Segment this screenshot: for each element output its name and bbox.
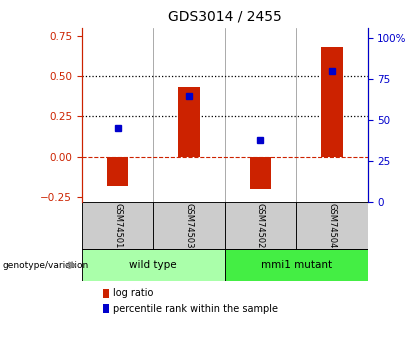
- Text: GSM74501: GSM74501: [113, 203, 122, 248]
- Bar: [321, 47, 343, 157]
- Bar: [296, 202, 368, 249]
- Text: GSM74503: GSM74503: [184, 203, 194, 248]
- Text: mmi1 mutant: mmi1 mutant: [260, 260, 332, 270]
- Title: GDS3014 / 2455: GDS3014 / 2455: [168, 10, 281, 24]
- Bar: [225, 202, 296, 249]
- Text: wild type: wild type: [129, 260, 177, 270]
- Bar: [103, 289, 109, 297]
- Bar: [82, 202, 153, 249]
- Bar: [107, 157, 129, 186]
- Text: percentile rank within the sample: percentile rank within the sample: [113, 304, 278, 314]
- Bar: [103, 305, 109, 313]
- Bar: [178, 87, 200, 157]
- Text: genotype/variation: genotype/variation: [2, 261, 88, 270]
- Bar: [225, 249, 368, 281]
- Text: GSM74502: GSM74502: [256, 203, 265, 248]
- Text: GSM74504: GSM74504: [327, 203, 336, 248]
- Bar: [82, 249, 225, 281]
- Text: log ratio: log ratio: [113, 288, 154, 298]
- Bar: [250, 157, 271, 189]
- Bar: [153, 202, 225, 249]
